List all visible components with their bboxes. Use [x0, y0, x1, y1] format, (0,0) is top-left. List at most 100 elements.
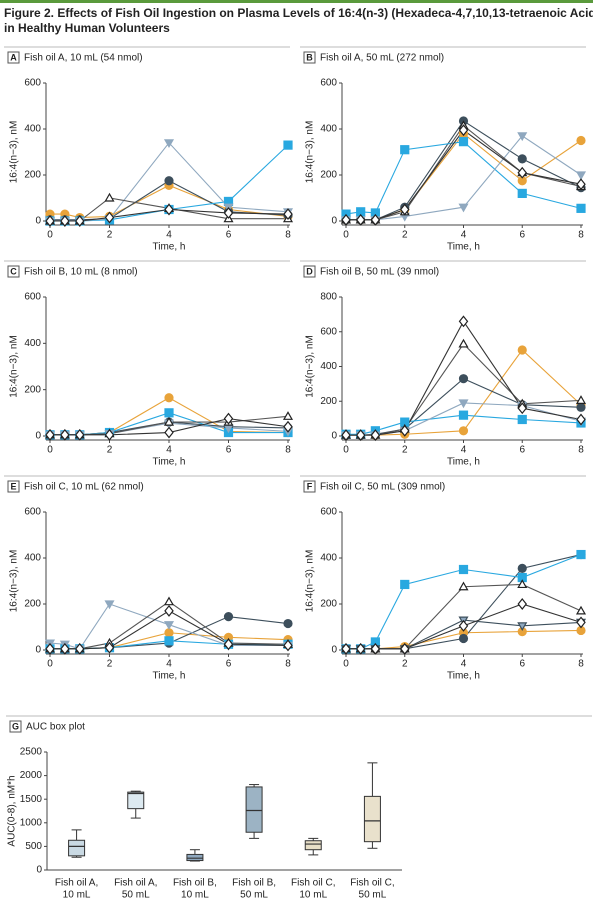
- x-axis-title: Time, h: [447, 242, 480, 253]
- y-axis-title: 16:4(n−3), nM: [9, 550, 20, 613]
- y-tick-label: 400: [24, 124, 41, 135]
- point: [355, 429, 366, 442]
- top-rule: [0, 0, 593, 3]
- y-tick-label: 800: [320, 292, 337, 303]
- box: [245, 786, 263, 833]
- point: [223, 412, 234, 425]
- panel-label-box: [303, 51, 316, 64]
- point: [104, 600, 115, 610]
- point: [45, 215, 55, 227]
- y-tick-label: 0: [35, 645, 41, 656]
- point: [60, 428, 70, 441]
- point: [458, 410, 469, 420]
- y-tick-label: 0: [35, 216, 41, 227]
- x-tick-label: 4: [166, 659, 172, 670]
- panel-title: Fish oil A, 50 mL (272 nmol): [320, 53, 444, 64]
- point: [163, 621, 175, 630]
- point: [576, 549, 586, 560]
- y-tick-label: 400: [24, 338, 41, 349]
- point: [576, 135, 586, 146]
- point: [576, 413, 586, 426]
- y-tick-label: 1500: [20, 794, 43, 805]
- x-tick-label: Fish oil C,: [350, 878, 394, 889]
- x-tick-label: 6: [519, 659, 525, 670]
- figure-title: in Healthy Human Volunteers: [4, 21, 170, 35]
- point: [164, 408, 174, 418]
- x-axis-title: Time, h: [153, 242, 186, 253]
- x-tick-label: 6: [519, 445, 525, 456]
- point: [517, 154, 527, 164]
- y-axis-title: AUC(0-8), nM*h: [7, 775, 18, 846]
- panel-label-box: [7, 51, 20, 64]
- point: [575, 395, 587, 404]
- point: [517, 345, 527, 355]
- point: [517, 579, 528, 589]
- x-tick-label: Fish oil A,: [55, 878, 98, 889]
- point: [341, 429, 351, 442]
- point: [45, 428, 55, 441]
- x-tick-label: 2: [402, 659, 408, 670]
- x-tick-label: 4: [461, 659, 467, 670]
- point: [575, 171, 587, 181]
- point: [283, 208, 293, 221]
- x-tick-label: 8: [285, 445, 291, 456]
- point: [341, 213, 351, 226]
- box: [304, 840, 322, 851]
- y-axis-title: 16:4(n−3), nM: [9, 335, 20, 398]
- point: [517, 622, 528, 632]
- x-tick-label: Fish oil C,: [291, 878, 335, 889]
- point: [341, 642, 351, 655]
- y-tick-label: 600: [24, 507, 41, 518]
- point: [282, 411, 294, 420]
- panel-title: Fish oil B, 50 mL (39 nmol): [320, 267, 439, 278]
- x-tick-label: 6: [226, 445, 232, 456]
- x-tick-label: 10 mL: [63, 890, 91, 900]
- y-tick-label: 600: [320, 78, 337, 89]
- x-axis-title: Time, h: [447, 457, 480, 468]
- x-tick-label: 2: [402, 445, 408, 456]
- point: [370, 213, 381, 226]
- x-tick-label: 4: [461, 230, 467, 241]
- point: [60, 215, 70, 227]
- y-tick-label: 600: [24, 78, 41, 89]
- point: [74, 215, 85, 227]
- panel-label-box: [303, 480, 316, 493]
- point: [400, 145, 410, 155]
- panel-label-box: [303, 265, 316, 278]
- x-tick-label: 50 mL: [122, 890, 150, 900]
- point: [517, 166, 528, 179]
- box: [186, 853, 204, 862]
- x-tick-label: 8: [578, 230, 584, 241]
- point: [400, 579, 410, 590]
- point: [164, 636, 174, 646]
- panel-label: C: [10, 266, 17, 276]
- point: [576, 402, 586, 412]
- point: [458, 315, 469, 328]
- x-tick-label: 0: [47, 230, 53, 241]
- point: [163, 139, 175, 149]
- point: [355, 642, 366, 655]
- point: [164, 203, 174, 216]
- y-tick-label: 400: [24, 553, 41, 564]
- x-tick-label: 8: [285, 230, 291, 241]
- x-tick-label: Fish oil B,: [232, 878, 276, 889]
- point: [517, 598, 528, 610]
- x-tick-label: Fish oil B,: [173, 878, 217, 889]
- y-tick-label: 600: [320, 507, 337, 518]
- y-axis-title: 16:4(n−3), nM: [305, 335, 316, 398]
- point: [163, 596, 175, 606]
- y-tick-label: 500: [25, 841, 42, 852]
- point: [458, 124, 469, 137]
- y-tick-label: 400: [320, 361, 337, 372]
- point: [104, 641, 115, 654]
- point: [223, 638, 234, 651]
- point: [458, 338, 469, 348]
- point: [458, 619, 469, 632]
- point: [458, 137, 469, 147]
- point: [74, 642, 85, 655]
- point: [458, 564, 469, 575]
- box: [363, 795, 381, 843]
- box: [68, 839, 86, 857]
- x-tick-label: 6: [226, 659, 232, 670]
